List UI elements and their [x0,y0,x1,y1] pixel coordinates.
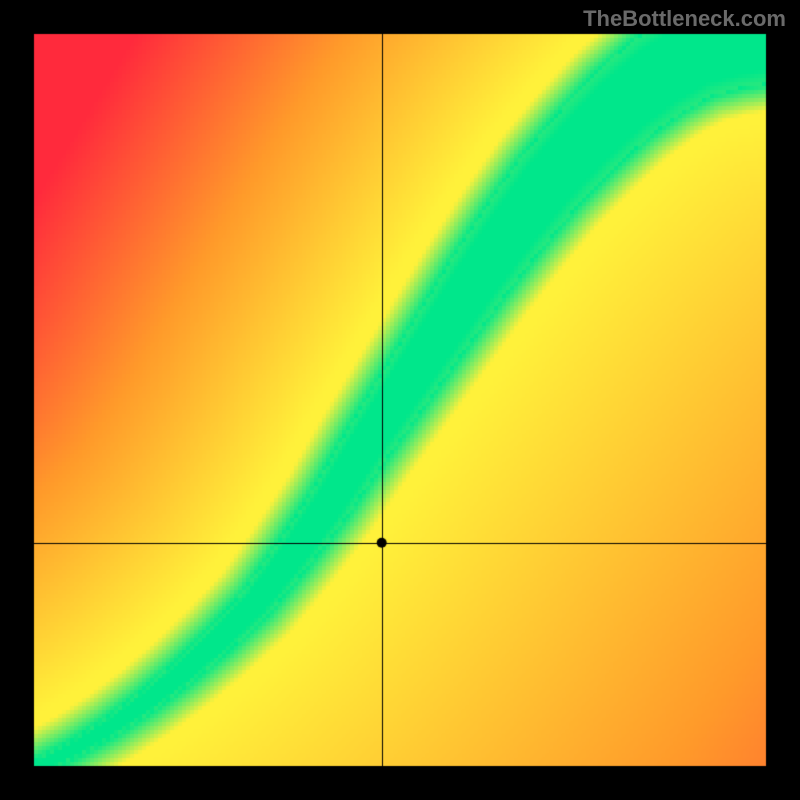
watermark-text: TheBottleneck.com [583,6,786,32]
chart-container: TheBottleneck.com [0,0,800,800]
heatmap-canvas [0,0,800,800]
